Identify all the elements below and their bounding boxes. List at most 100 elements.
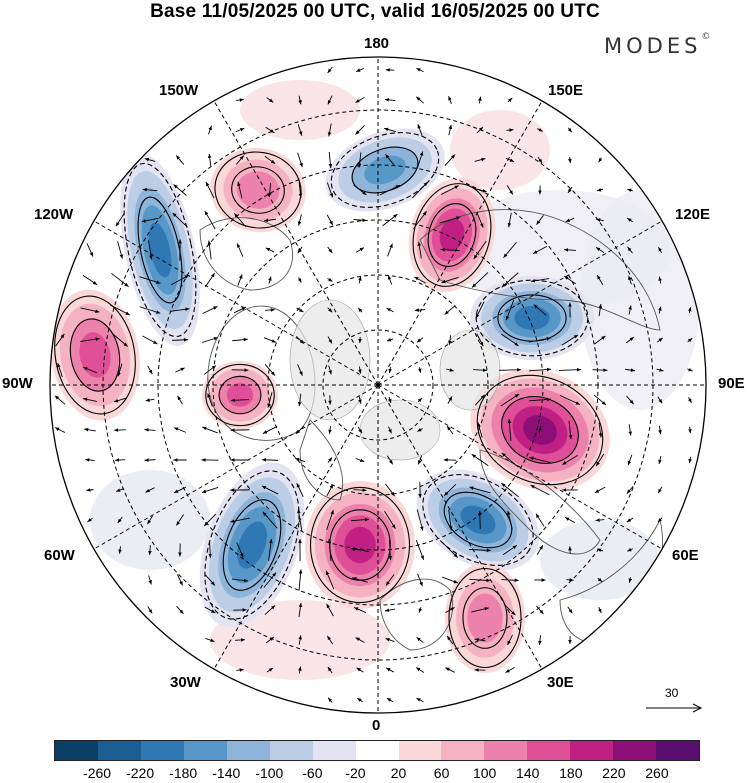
wind-vector bbox=[235, 155, 245, 165]
height-contour bbox=[309, 486, 411, 604]
wind-vector bbox=[297, 246, 303, 254]
wind-vector bbox=[86, 488, 94, 492]
wind-vector bbox=[501, 452, 519, 468]
wind-vector bbox=[263, 337, 277, 343]
wind-vector bbox=[85, 458, 95, 462]
wind-vector bbox=[326, 484, 334, 496]
wind-vector bbox=[564, 248, 576, 252]
coastline bbox=[199, 217, 294, 291]
wind-vector bbox=[295, 425, 305, 435]
wind-vector bbox=[501, 333, 519, 347]
negative-anomaly bbox=[470, 276, 594, 360]
wind-vector bbox=[327, 457, 333, 463]
wind-vector bbox=[175, 155, 185, 165]
wind-vector bbox=[231, 578, 249, 583]
lon-label-60e: 60E bbox=[672, 547, 699, 564]
wind-vector bbox=[471, 453, 489, 467]
wind-vector bbox=[82, 366, 98, 374]
height-contour bbox=[501, 396, 579, 464]
wind-vector bbox=[445, 667, 455, 673]
wind-vector bbox=[328, 426, 332, 434]
wind-vector bbox=[237, 274, 243, 286]
lon-label-120e: 120E bbox=[675, 206, 711, 223]
height-contour bbox=[123, 162, 197, 338]
wind-vector bbox=[688, 456, 692, 464]
wind-vector bbox=[204, 210, 216, 230]
wind-vector bbox=[207, 153, 212, 167]
wind-vector bbox=[414, 276, 426, 284]
coastlines bbox=[199, 209, 663, 651]
wind-vector bbox=[294, 457, 306, 463]
wind-vector bbox=[592, 368, 608, 372]
wind-vector bbox=[532, 245, 548, 255]
wind-vector bbox=[353, 488, 367, 492]
colorbar bbox=[54, 740, 700, 761]
wind-vector bbox=[474, 637, 486, 642]
wind-vector bbox=[536, 605, 544, 615]
anomaly-wash bbox=[450, 110, 550, 190]
height-contour bbox=[205, 363, 275, 427]
height-contour bbox=[462, 587, 508, 649]
wind-vector bbox=[177, 574, 183, 586]
colorbar-tick-label: -180 bbox=[169, 765, 198, 781]
wind-vector bbox=[627, 454, 633, 466]
latitude-circle bbox=[267, 274, 489, 496]
wind-vector bbox=[469, 548, 491, 553]
wind-vector bbox=[148, 240, 153, 260]
wind-vector bbox=[327, 95, 333, 105]
wind-vector bbox=[471, 272, 489, 288]
lon-label-150w: 150W bbox=[159, 82, 199, 99]
wind-vector bbox=[473, 240, 487, 260]
wind-vector bbox=[264, 364, 276, 376]
wind-vector bbox=[498, 368, 522, 372]
wind-vector bbox=[327, 666, 333, 674]
lon-label-180: 180 bbox=[364, 35, 390, 52]
colorbar-ticks: -260 -220 -180 -140 -100 -60 -20 20 60 100 140 180 2… bbox=[0, 765, 750, 783]
wind-vector bbox=[388, 396, 392, 404]
wind-vector bbox=[386, 697, 394, 703]
wind-vector bbox=[416, 636, 424, 644]
wind-vector bbox=[142, 335, 158, 345]
wind-vector bbox=[448, 95, 452, 105]
colorbar-segment bbox=[312, 741, 356, 760]
colorbar-segment bbox=[398, 741, 442, 760]
positive-anomaly bbox=[408, 177, 496, 293]
wind-vector bbox=[236, 542, 244, 558]
wind-vector bbox=[265, 247, 275, 253]
wind-vector bbox=[172, 338, 188, 342]
wind-vector bbox=[80, 337, 100, 342]
wind-vector bbox=[501, 272, 519, 288]
colorbar-tick-label: 20 bbox=[390, 765, 407, 781]
wind-vector bbox=[298, 635, 302, 645]
wind-vector bbox=[111, 272, 129, 288]
wind-vector bbox=[657, 517, 663, 523]
wind-vector bbox=[173, 486, 187, 494]
wind-vector bbox=[687, 367, 693, 372]
wind-vector bbox=[446, 368, 454, 372]
wind-vector bbox=[358, 276, 362, 284]
colorbar-tick-label: -260 bbox=[83, 765, 112, 781]
wind-vector bbox=[326, 509, 334, 531]
map-content bbox=[50, 57, 706, 713]
wind-vector bbox=[628, 577, 633, 583]
wind-vector bbox=[173, 184, 187, 196]
wind-vector bbox=[112, 333, 128, 347]
wind-vector bbox=[441, 276, 459, 284]
wind-vector bbox=[298, 569, 303, 591]
meridian-line bbox=[377, 219, 665, 386]
wind-vector bbox=[386, 455, 394, 465]
height-contour bbox=[427, 203, 477, 267]
wind-vector bbox=[384, 98, 396, 102]
colorbar-tick-label: -220 bbox=[126, 765, 155, 781]
colorbar-tick-label: -100 bbox=[255, 765, 284, 781]
negative-anomaly bbox=[120, 153, 200, 347]
wind-vector bbox=[268, 539, 273, 561]
negative-anomaly bbox=[325, 128, 445, 212]
reference-vector: 30 bbox=[643, 686, 703, 716]
wind-vector bbox=[175, 367, 185, 373]
wind-vector bbox=[353, 218, 367, 222]
wind-vector bbox=[595, 453, 605, 467]
wind-vector bbox=[327, 66, 333, 74]
wind-vector bbox=[350, 517, 370, 522]
wind-vector bbox=[384, 511, 396, 529]
